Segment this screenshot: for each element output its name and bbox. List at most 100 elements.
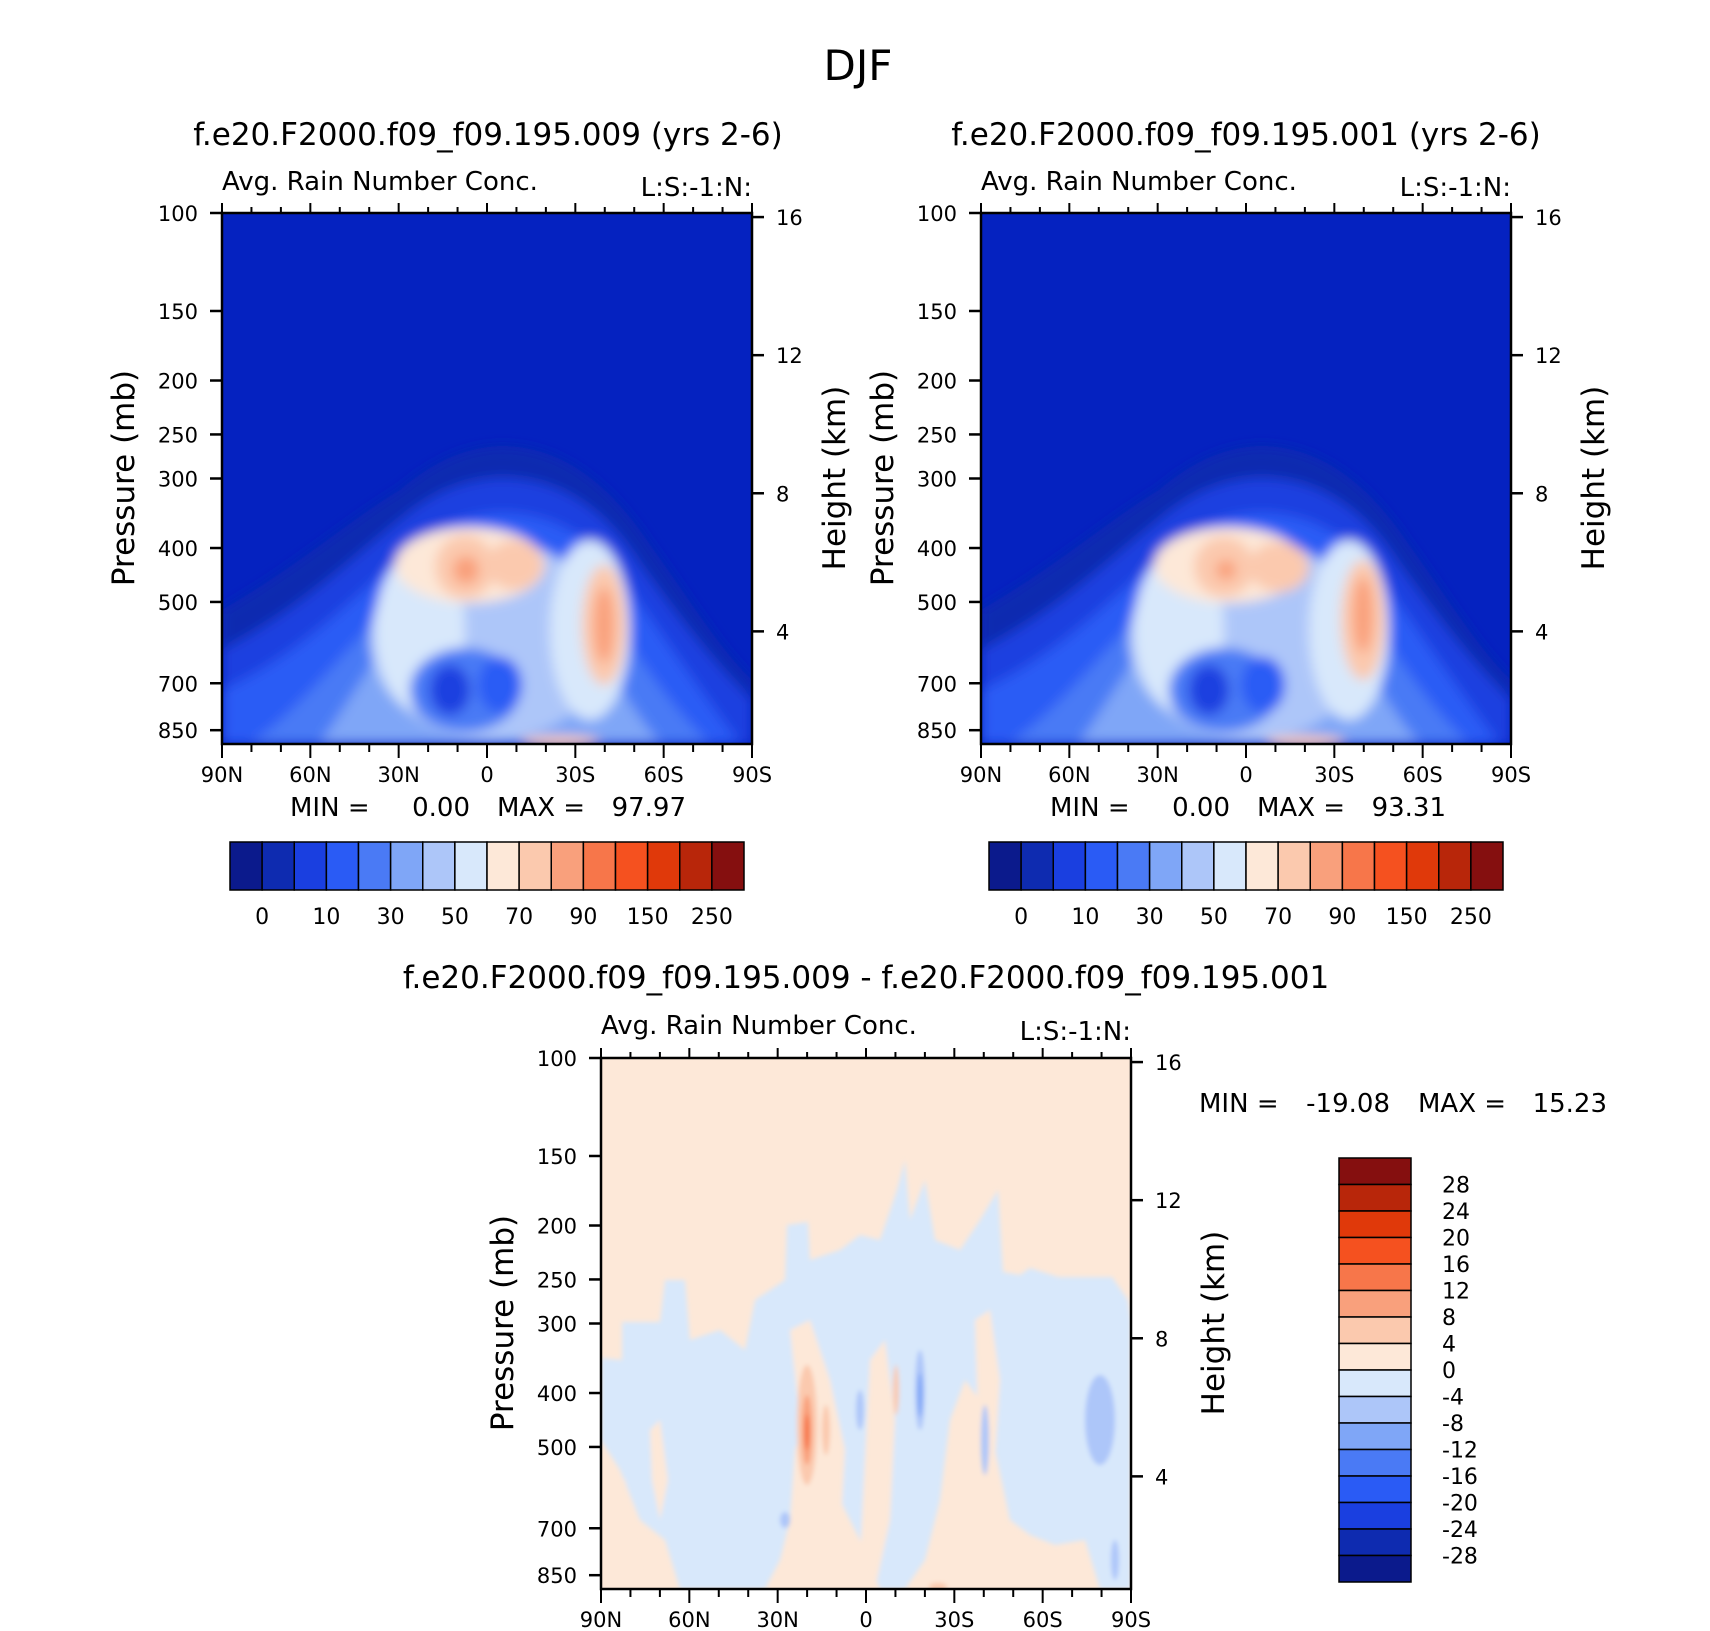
y-tick-label: 200 [917,370,957,394]
panel-c-positive-cell-5 [893,1365,899,1415]
colorbar-swatch [1338,1554,1412,1583]
colorbar-swatch [261,841,295,891]
colorbar-swatch [1309,841,1344,891]
y-tick-label: 400 [158,537,198,561]
panel-b-y-right-axis: 16 12 8 4 [1511,206,1562,644]
panel-b-contour-band-14 [1249,542,1309,592]
colorbar-swatch [1338,1528,1412,1557]
colorbar-swatch [1338,1263,1412,1292]
y-right-tick-label: 16 [1155,1051,1182,1075]
colorbar-level-label: 50 [1200,905,1228,930]
panel-c-positive-strip-5 [650,1420,668,1520]
panel-c-negative-cell-6 [780,1512,790,1528]
y-tick-label: 150 [917,300,957,324]
x-tick-label: 90N [960,763,1002,787]
panel-a-contour-band-14 [487,540,543,590]
colorbar-swatch [1020,841,1054,891]
panel-a-contour-band-11 [478,657,522,713]
panel-c-max-value: 15.23 [1533,1089,1607,1119]
colorbar-swatch [1338,1236,1412,1265]
panel-b-colorbar: 0 10 30 50 70 90 150 250 [988,841,1504,930]
colorbar-swatch [1052,841,1087,891]
y-tick-label: 200 [158,370,198,394]
panel-c-units: L:S:-1:N: [1020,1017,1131,1047]
y-right-tick-label: 12 [1155,1189,1182,1213]
x-tick-label: 0 [480,763,493,787]
panel-c-negative-cell-4 [856,1390,864,1430]
panel-b-subtitle: Avg. Rain Number Conc. [981,167,1297,197]
panel-c-x-axis: 90N 60N 30N 0 30S 60S 90S [580,1048,1151,1631]
colorbar-swatch [1338,1422,1412,1451]
colorbar-swatch [454,841,488,891]
colorbar-level-label: 150 [1386,905,1428,930]
colorbar-level-label: -12 [1442,1439,1478,1464]
y-right-tick-label: 8 [1155,1327,1168,1351]
panel-b-min-value: 0.00 [1172,793,1230,823]
colorbar-level-label: 8 [1442,1306,1456,1331]
y-right-tick-label: 12 [776,344,803,368]
y-tick-label: 250 [158,423,198,447]
y-tick-label: 200 [537,1215,577,1239]
y-tick-label: 150 [158,300,198,324]
page-title: DJF [824,41,893,90]
colorbar-swatch [1438,841,1472,891]
colorbar-swatch [1277,841,1311,891]
panel-c-negative-cell-5 [917,1373,923,1417]
x-tick-label: 60S [644,763,684,787]
panel-c-title: f.e20.F2000.f09_f09.195.009 - f.e20.F200… [403,960,1329,996]
x-tick-label: 60N [1048,763,1090,787]
colorbar-swatch [1338,1501,1412,1530]
y-right-tick-label: 8 [776,482,789,506]
panel-a-contour-band-10 [430,665,470,715]
colorbar-swatch [1338,1475,1412,1504]
colorbar-swatch [389,841,424,891]
y-tick-label: 700 [537,1517,577,1541]
colorbar-level-label: 70 [1264,905,1292,930]
colorbar-level-label: 30 [1136,905,1164,930]
colorbar-swatch [422,841,456,891]
panel-b-contour-band-17 [1353,577,1373,653]
panel-b-contour-band-10 [1189,665,1229,715]
y-tick-label: 500 [158,591,198,615]
colorbar-level-label: 12 [1442,1280,1470,1305]
x-tick-label: 30S [1314,763,1354,787]
panel-c-y-right-axis: 16 12 8 4 [1131,1051,1182,1489]
panel-c-negative-cell-3 [981,1405,989,1475]
colorbar-level-label: -28 [1442,1545,1478,1570]
panel-c-positive-strip-2 [860,1340,895,1589]
colorbar-swatch [1338,1210,1412,1239]
panel-b-contour-field [981,446,1511,744]
y-right-tick-label: 8 [1535,482,1548,506]
colorbar-level-label: 30 [377,905,405,930]
panel-a-y-right-axis: 16 12 8 4 [752,206,803,644]
colorbar-swatch [1148,841,1183,891]
panel-c-min-value: -19.08 [1306,1089,1390,1119]
colorbar-level-label: 24 [1442,1200,1470,1225]
y-tick-label: 850 [917,719,957,743]
colorbar-swatch [1213,841,1247,891]
y-tick-label: 400 [917,537,957,561]
y-tick-label: 250 [917,423,957,447]
colorbar-swatch [1470,841,1504,891]
panel-a-x-axis: 90N 60N 30N 0 30S 60S 90S [201,203,772,787]
colorbar-swatch [325,841,360,891]
x-tick-label: 90S [732,763,772,787]
colorbar-level-label: 10 [312,905,340,930]
panel-a-contour-band-18 [520,736,600,744]
y-tick-label: 300 [158,468,198,492]
panel-a-contour-band-17 [594,587,614,663]
colorbar-swatch [1373,841,1408,891]
panel-a-y-axis: 100 150 200 250 300 400 500 700 850 [158,202,222,743]
colorbar-swatch [1338,1316,1412,1345]
panel-b-title: f.e20.F2000.f09_f09.195.001 (yrs 2-6) [951,117,1541,153]
panel-c-negative-cell-7 [1111,1540,1119,1580]
panel-c-positive-cell-3 [804,1414,810,1450]
panel-c-positive-strip-4 [975,1310,1000,1500]
colorbar-level-label: 4 [1442,1333,1456,1358]
colorbar-swatch [1338,1157,1412,1186]
colorbar-swatch [646,841,681,891]
panel-a: f.e20.F2000.f09_f09.195.009 (yrs 2-6) Av… [106,117,853,930]
y-tick-label: 850 [537,1564,577,1588]
